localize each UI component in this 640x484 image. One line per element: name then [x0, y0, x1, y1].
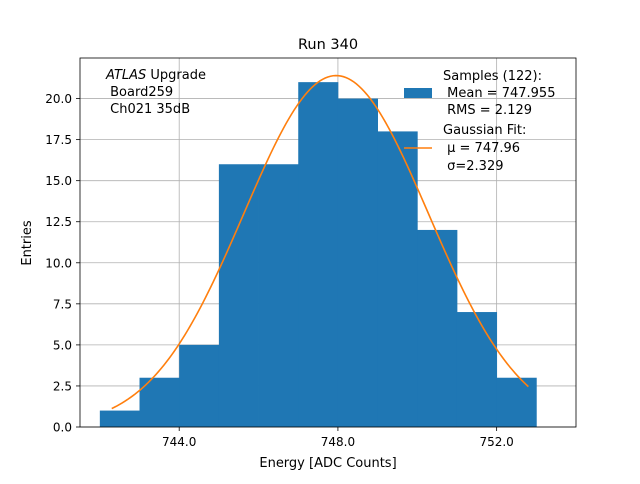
legend: Samples (122): Mean = 747.955 RMS = 2.12…	[404, 69, 555, 174]
legend-histogram-line-1: Samples (122):	[443, 69, 542, 84]
fit-curve-layer	[111, 74, 529, 410]
plot-frame	[79, 57, 577, 428]
histogram-bar	[99, 410, 140, 427]
y-tick-label: 0.0	[53, 421, 72, 435]
x-axis-label: Energy [ADC Counts]	[259, 456, 396, 471]
annotation-line-1: ATLAS Upgrade	[105, 68, 206, 83]
histogram-bar	[377, 131, 418, 427]
histogram-bar	[496, 377, 537, 427]
x-tick-label: 744.0	[162, 435, 196, 449]
histogram-bar	[298, 82, 339, 427]
histogram-bar	[218, 164, 259, 427]
histogram-bar	[258, 164, 299, 427]
y-axis-label: Entries	[20, 220, 35, 266]
annotation-line-3: Ch021 35dB	[106, 102, 190, 117]
chart-title: Run 340	[298, 37, 358, 53]
gaussian-fit-curve	[111, 74, 529, 410]
legend-histogram-line-2: Mean = 747.955	[443, 86, 555, 101]
y-tick-label: 12.5	[45, 215, 72, 229]
y-tick-label: 10.0	[45, 256, 72, 270]
annotation-upgrade: Upgrade	[146, 68, 206, 83]
legend-histogram-swatch	[404, 88, 432, 98]
legend-histogram-line-3: RMS = 2.129	[443, 103, 532, 118]
x-tick-label: 752.0	[479, 435, 513, 449]
y-tick-label: 17.5	[45, 133, 72, 147]
histogram-bar	[139, 377, 180, 427]
histogram-bar	[179, 344, 220, 427]
y-tick-label: 5.0	[53, 338, 72, 352]
y-tick-label: 15.0	[45, 174, 72, 188]
y-tick-label: 2.5	[53, 379, 72, 393]
histogram-bar	[337, 98, 378, 428]
y-tick-label: 7.5	[53, 297, 72, 311]
legend-fit-line-1: Gaussian Fit:	[443, 123, 526, 138]
y-tick-label: 20.0	[45, 92, 72, 106]
axis-ticks: 744.0 748.0 752.0 0.0 2.5 5.0 7.5 10.0 12.5 15.0 1…	[45, 92, 514, 449]
histogram-bar	[417, 229, 458, 427]
annotation-atlas: ATLAS	[105, 68, 146, 83]
x-tick-label: 748.0	[321, 435, 355, 449]
histogram-bar	[456, 312, 498, 427]
legend-fit-line-2: μ = 747.96	[443, 141, 520, 156]
histogram-bars	[99, 82, 537, 428]
legend-fit-line-3: σ=2.329	[443, 159, 503, 174]
annotation-line-2: Board259	[106, 85, 173, 100]
